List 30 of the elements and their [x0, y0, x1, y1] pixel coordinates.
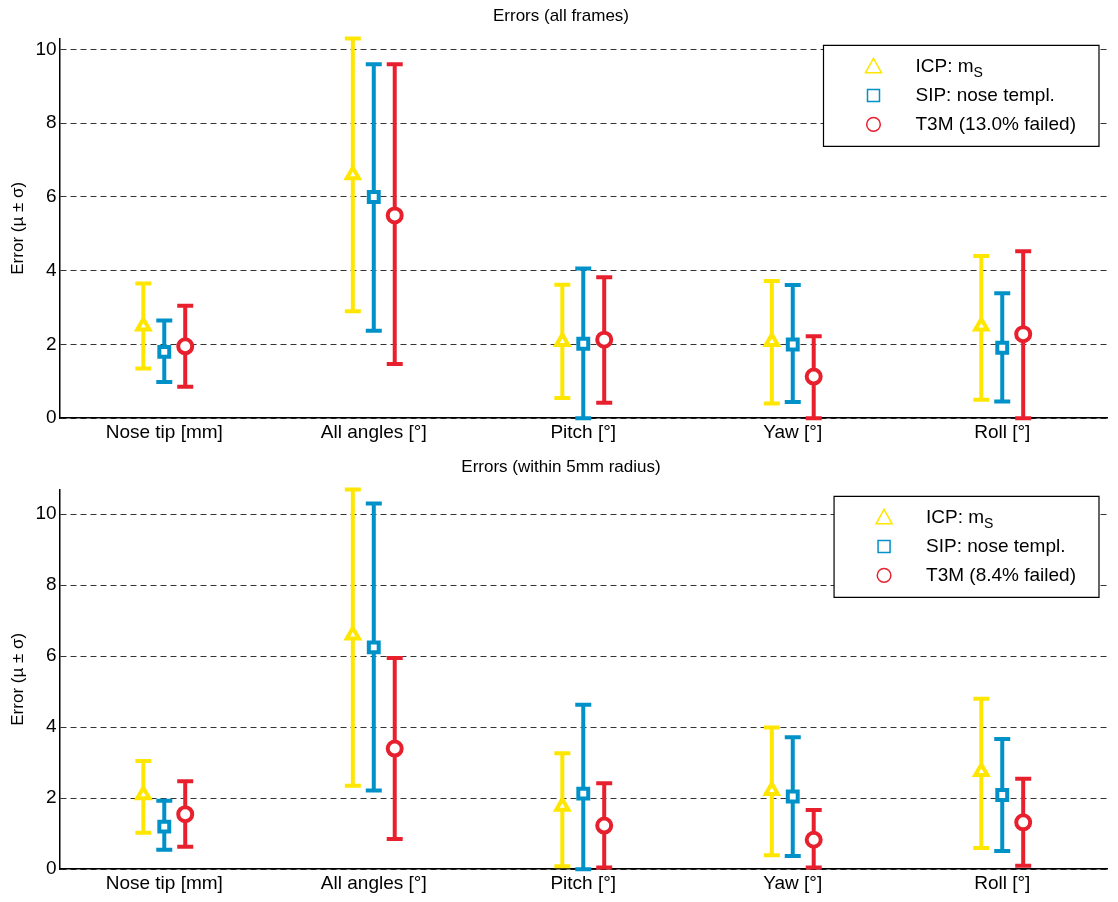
- x-tick-label: Roll [°]: [974, 420, 1031, 442]
- legend-label: T3M (13.0% failed): [915, 112, 1077, 134]
- y-axis-title: Error (µ ± σ): [7, 181, 27, 275]
- y-tick-label: 10: [35, 502, 57, 524]
- x-tick-label: Roll [°]: [974, 871, 1031, 893]
- chart-title: Errors (all frames): [492, 5, 630, 25]
- legend-label: SIP: nose templ.: [926, 534, 1066, 556]
- x-tick-label: Yaw [°]: [763, 420, 823, 442]
- y-tick-label: 6: [45, 185, 57, 207]
- legend-label: T3M (8.4% failed): [926, 563, 1077, 585]
- y-tick-label: 2: [45, 332, 57, 354]
- y-tick-label: 2: [45, 786, 57, 808]
- y-tick-label: 6: [45, 644, 57, 666]
- chart-title: Errors (within 5mm radius): [461, 456, 661, 476]
- x-tick-label: Yaw [°]: [763, 871, 823, 893]
- y-tick-label: 4: [45, 258, 57, 280]
- x-tick-label: All angles [°]: [320, 420, 427, 442]
- y-axis-title: Error (µ ± σ): [7, 632, 27, 726]
- x-tick-label: All angles [°]: [320, 871, 427, 893]
- y-tick-label: 8: [45, 111, 57, 133]
- y-tick-label: 10: [35, 37, 57, 59]
- x-tick-label: Pitch [°]: [550, 420, 617, 442]
- y-tick-label: 0: [45, 857, 57, 879]
- y-tick-label: 0: [45, 406, 57, 428]
- x-tick-label: Nose tip [mm]: [105, 420, 223, 442]
- legend-label: SIP: nose templ.: [915, 83, 1055, 105]
- x-tick-label: Nose tip [mm]: [105, 871, 223, 893]
- y-tick-label: 8: [45, 573, 57, 595]
- y-tick-label: 4: [45, 715, 57, 737]
- x-tick-label: Pitch [°]: [550, 871, 617, 893]
